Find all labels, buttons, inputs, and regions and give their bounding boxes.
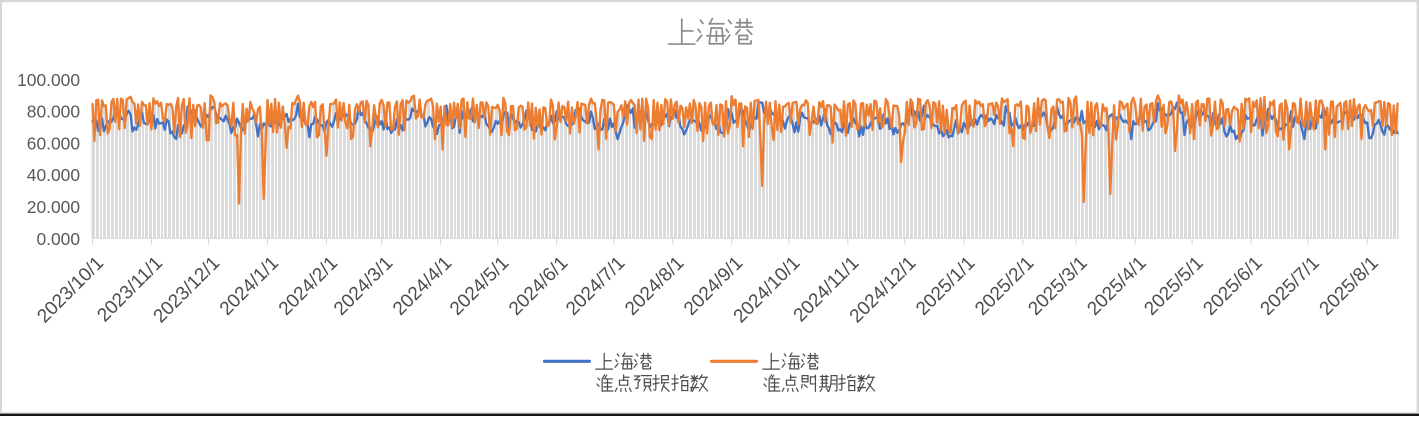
svg-text:80.000: 80.000 [27, 102, 80, 122]
svg-text:40.000: 40.000 [27, 165, 80, 185]
svg-text:100.000: 100.000 [17, 70, 80, 90]
svg-text:60.000: 60.000 [27, 133, 80, 153]
svg-text:20.000: 20.000 [27, 197, 80, 217]
svg-text:0.000: 0.000 [36, 229, 80, 249]
